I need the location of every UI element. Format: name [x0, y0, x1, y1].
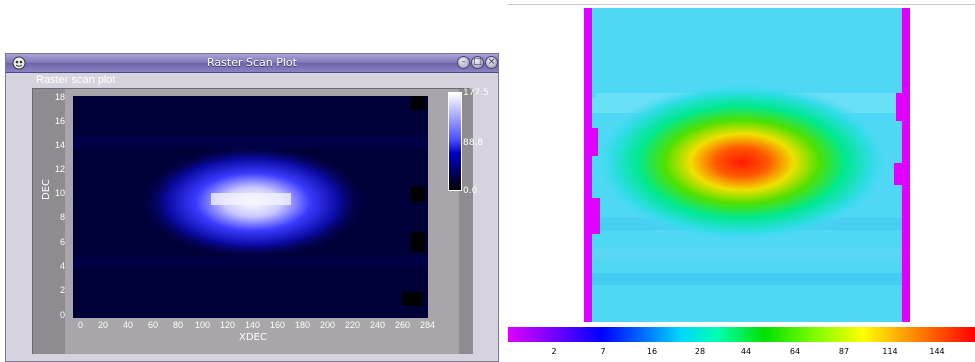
- y-tick: 6: [60, 237, 66, 247]
- app-icon[interactable]: [12, 56, 26, 70]
- x-tick: 60: [148, 320, 159, 330]
- close-icon: ×: [487, 57, 496, 67]
- colorbar-tick: 87: [838, 347, 850, 356]
- colorbar-left: [448, 92, 462, 191]
- x-tick: 160: [270, 320, 286, 330]
- colorbar-tick: 7: [600, 347, 606, 356]
- peak-row: [211, 193, 291, 205]
- colorbar-mid-label: 88.8: [463, 138, 484, 148]
- raster-heatmap: [73, 96, 428, 318]
- x-tick: 140: [245, 320, 261, 330]
- x-tick: 40: [123, 320, 134, 330]
- x-tick: 20: [98, 320, 109, 330]
- close-button[interactable]: ×: [485, 56, 498, 69]
- colorbar-tick: 144: [929, 347, 945, 356]
- x-tick: 260: [395, 320, 411, 330]
- colorbar-tick: 114: [882, 347, 898, 356]
- x-tick: 284: [420, 320, 436, 330]
- colorbar-min-label: 0.0: [463, 186, 478, 196]
- y-tick: 0: [60, 310, 66, 320]
- heatmap-svg: [73, 96, 428, 306]
- y-tick: 10: [55, 188, 66, 198]
- plot-title: Raster scan plot: [36, 74, 116, 86]
- row-bands: [73, 136, 428, 268]
- colorbar-right: [508, 327, 975, 342]
- window-titlebar[interactable]: Raster Scan Plot – □ ×: [6, 54, 498, 73]
- y-tick: 4: [60, 261, 66, 271]
- x-tick: 0: [78, 320, 84, 330]
- maximize-icon: □: [473, 57, 482, 67]
- colorbar-max-label: 177.5: [463, 88, 489, 98]
- x-tick: 100: [195, 320, 211, 330]
- colorbar-tick: 44: [740, 347, 752, 356]
- y-tick: 12: [55, 164, 66, 174]
- x-axis-label: XDEC: [239, 332, 267, 343]
- x-tick: 240: [370, 320, 386, 330]
- panel-divider: [508, 4, 975, 5]
- window-title: Raster Scan Plot: [207, 56, 297, 69]
- x-tick: 120: [220, 320, 236, 330]
- dropout-cells: [403, 96, 425, 306]
- colorbar-tick: 2: [551, 347, 557, 356]
- y-axis-label: DEC: [41, 178, 52, 200]
- minimize-icon: –: [461, 57, 466, 67]
- y-tick: 18: [55, 92, 66, 102]
- colorbar-tick: 64: [789, 347, 801, 356]
- signal-peak: [594, 82, 890, 242]
- edge-columns: [584, 8, 910, 322]
- colorbar-tick: 28: [694, 347, 706, 356]
- color-heatmap-svg: [584, 8, 910, 322]
- maximize-button[interactable]: □: [471, 56, 484, 69]
- y-tick: 8: [60, 212, 66, 222]
- minimize-button[interactable]: –: [457, 56, 470, 69]
- y-tick: 14: [55, 140, 66, 150]
- y-tick: 2: [60, 285, 66, 295]
- x-tick: 220: [345, 320, 361, 330]
- y-tick: 16: [55, 116, 66, 126]
- color-heatmap: [584, 8, 910, 322]
- x-tick: 80: [173, 320, 184, 330]
- x-tick: 180: [295, 320, 311, 330]
- x-tick: 200: [320, 320, 336, 330]
- colorbar-tick: 16: [646, 347, 658, 356]
